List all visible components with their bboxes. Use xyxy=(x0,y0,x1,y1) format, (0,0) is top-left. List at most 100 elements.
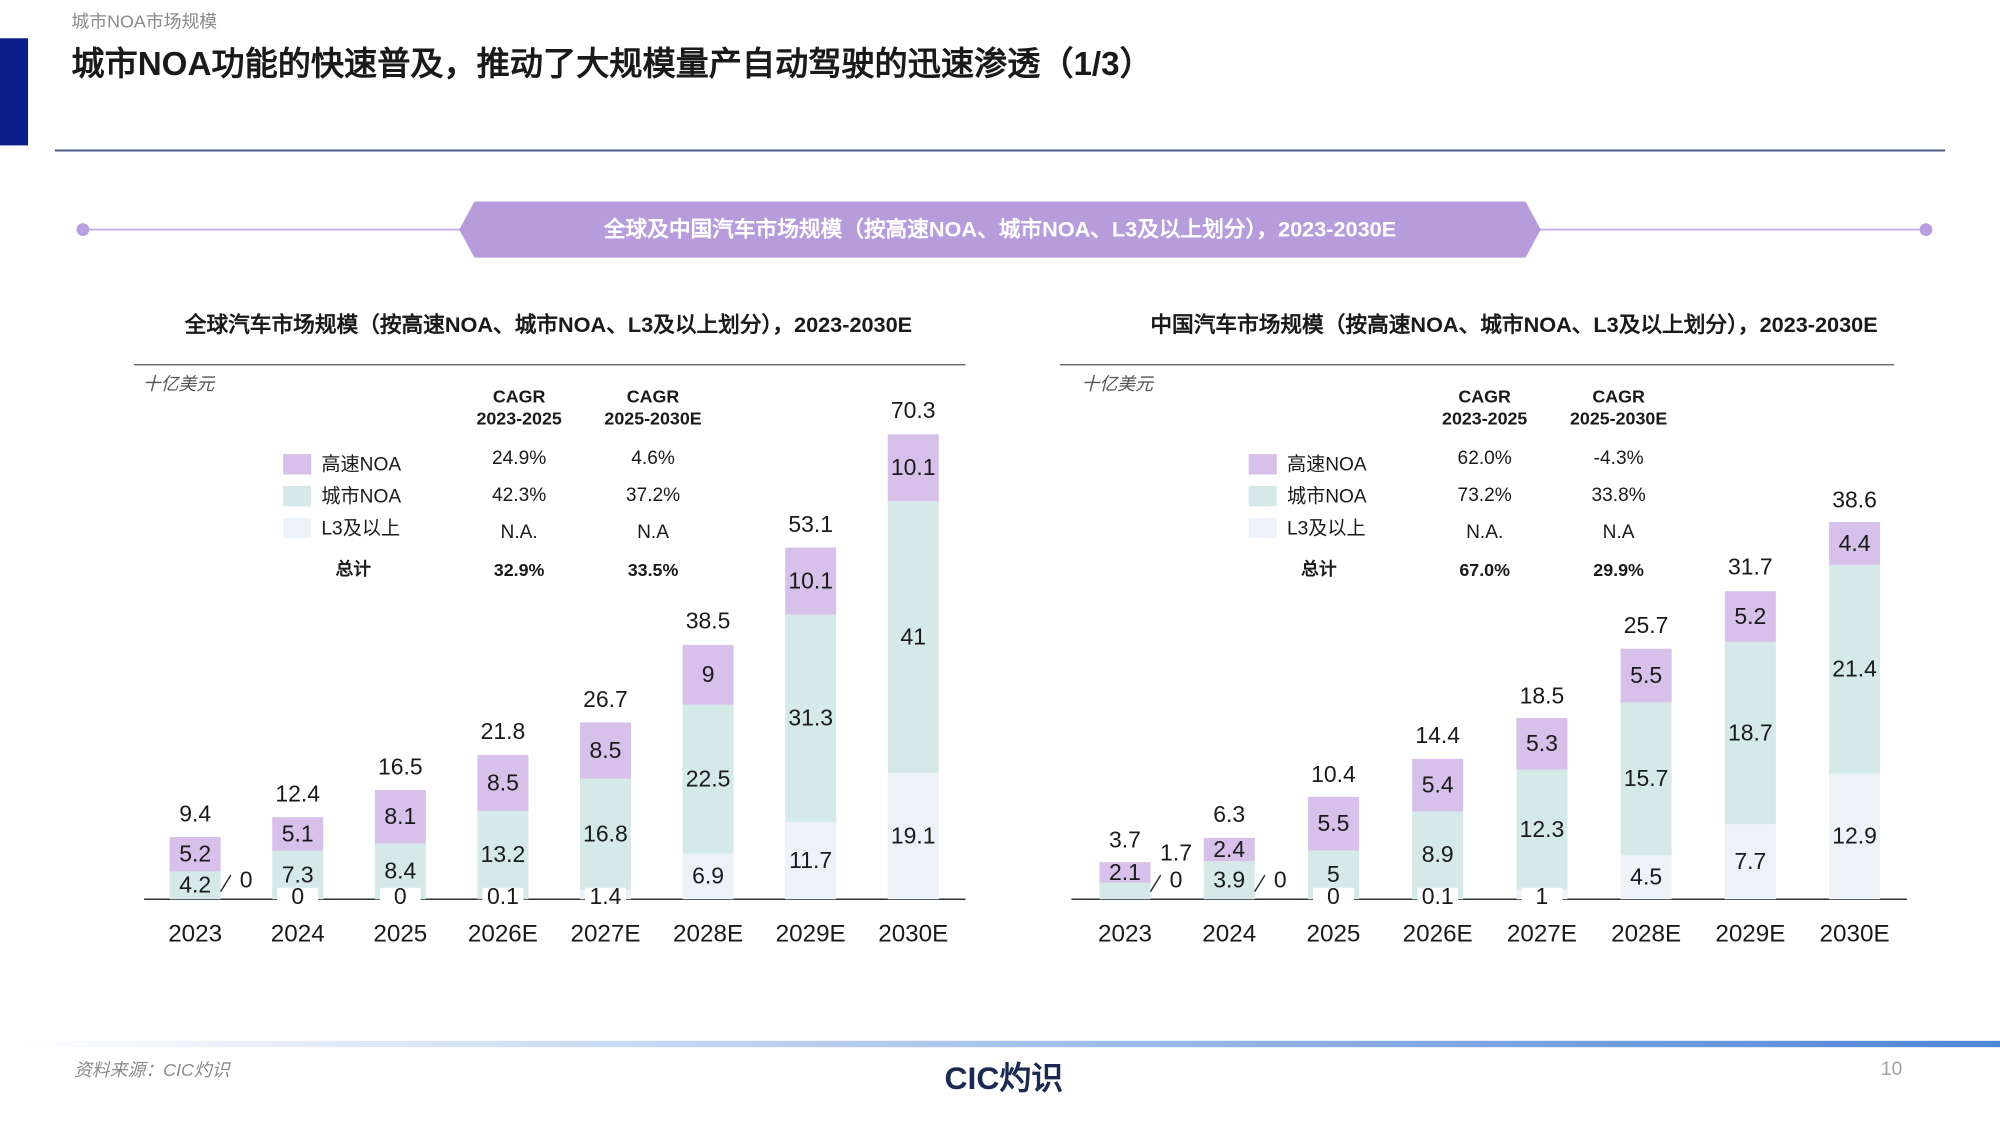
cagr-value: -4.3% xyxy=(1594,448,1644,469)
x-tick-label: 2024 xyxy=(1202,920,1256,947)
x-tick-label: 2028E xyxy=(1611,920,1681,947)
bar-segment xyxy=(887,434,939,502)
cagr-header: CAGR xyxy=(493,387,546,407)
x-tick-label: 2026E xyxy=(468,920,538,947)
cagr-header: CAGR xyxy=(1592,387,1645,407)
cagr-total: 32.9% xyxy=(494,560,545,580)
total-label: 9.4 xyxy=(179,800,211,826)
data-label: 10.1 xyxy=(788,567,833,593)
x-tick-label: 2030E xyxy=(878,920,948,947)
total-label: 38.6 xyxy=(1832,486,1877,512)
bar-segment xyxy=(1724,824,1776,900)
bar-segment xyxy=(682,853,734,900)
bar-segment xyxy=(1203,861,1255,900)
data-label: 0 xyxy=(1170,866,1183,892)
x-tick-label: 2024 xyxy=(271,920,325,947)
bar-segment xyxy=(374,789,426,844)
data-label: 8.5 xyxy=(487,769,519,795)
bar-segment xyxy=(1516,717,1568,770)
bar-segment xyxy=(1620,648,1672,703)
data-label: 4.4 xyxy=(1839,530,1871,556)
cagr-value: 37.2% xyxy=(626,485,680,506)
total-label: 21.8 xyxy=(481,718,526,744)
data-label: 3.9 xyxy=(1213,867,1245,893)
cagr-value: 73.2% xyxy=(1458,485,1512,506)
data-label: 16.8 xyxy=(583,821,628,847)
data-label: 31.3 xyxy=(788,704,833,730)
cagr-total: 33.5% xyxy=(628,560,679,580)
x-tick-label: 2028E xyxy=(673,920,743,947)
bar-segment xyxy=(785,614,837,822)
bar-segment xyxy=(682,704,734,854)
total-label: 38.5 xyxy=(686,608,731,634)
cagr-value: N.A xyxy=(637,522,669,543)
accent-bar xyxy=(0,38,29,146)
bar-segment xyxy=(1307,796,1359,851)
total-label: 25.7 xyxy=(1624,612,1669,638)
cagr-header: CAGR xyxy=(627,387,680,407)
footer-band xyxy=(0,1040,2000,1048)
total-label: 18.5 xyxy=(1520,682,1565,708)
total-label: 70.3 xyxy=(891,397,936,423)
label-backdrop xyxy=(585,887,626,910)
data-label: 15.7 xyxy=(1624,765,1669,791)
bar-segment xyxy=(579,778,632,890)
bar-segment xyxy=(477,754,529,812)
legend-label: L3及以上 xyxy=(1287,517,1366,539)
page-number: 10 xyxy=(1881,1059,1902,1080)
cagr-value: 4.6% xyxy=(631,448,675,469)
legend-label: 城市NOA xyxy=(1287,485,1367,507)
bar-segment xyxy=(1412,811,1464,899)
legend-label: 高速NOA xyxy=(321,454,401,476)
data-label: 41 xyxy=(901,623,927,649)
data-label: 1.4 xyxy=(590,883,622,909)
legend-swatch xyxy=(283,485,312,507)
banner xyxy=(459,201,1541,258)
total-label: 16.5 xyxy=(378,753,423,779)
legend-swatch xyxy=(283,517,312,539)
data-label: 6.9 xyxy=(692,863,724,889)
data-label: 12.9 xyxy=(1832,823,1877,849)
banner-dot xyxy=(1919,223,1933,236)
cagr-header: 2025-2030E xyxy=(1570,408,1667,428)
data-label: 0 xyxy=(291,883,304,909)
x-tick-label: 2030E xyxy=(1820,920,1890,947)
data-label: 22.5 xyxy=(686,765,731,791)
data-label: 10.1 xyxy=(891,454,936,480)
banner-dot xyxy=(76,223,90,236)
bar-segment xyxy=(1203,837,1255,862)
data-label: 5 xyxy=(1327,861,1340,887)
data-label: 5.1 xyxy=(282,820,314,846)
data-label: 0.1 xyxy=(487,883,519,909)
x-tick-label: 2026E xyxy=(1403,920,1473,947)
data-label: 5.2 xyxy=(1734,603,1766,629)
cagr-value: N.A xyxy=(1603,522,1635,543)
cagr-header: CAGR xyxy=(1458,387,1511,407)
slide-title: 城市NOA功能的快速普及，推动了大规模量产自动驾驶的迅速渗透（1/3） xyxy=(71,45,1152,83)
logo: CIC灼识 xyxy=(944,1060,1063,1096)
data-label: 0.1 xyxy=(1422,883,1454,909)
data-label: 2.1 xyxy=(1109,859,1141,885)
bar-segment xyxy=(477,811,529,899)
data-label: 0 xyxy=(1327,883,1340,909)
data-label: 7.3 xyxy=(282,861,314,887)
label-backdrop xyxy=(1521,887,1563,910)
data-label: 1 xyxy=(1536,883,1549,909)
cagr-value: N.A. xyxy=(1466,522,1503,543)
x-tick-label: 2023 xyxy=(1098,920,1152,947)
data-label: 7.7 xyxy=(1734,848,1766,874)
data-label: 5.3 xyxy=(1526,730,1558,756)
bar-segment xyxy=(579,722,632,779)
cagr-total: 29.9% xyxy=(1593,560,1644,580)
bar-segment xyxy=(1724,641,1776,825)
leader-line xyxy=(1254,874,1266,892)
x-tick-label: 2023 xyxy=(168,920,222,947)
total-label: 12.4 xyxy=(275,780,320,806)
data-label: 5.5 xyxy=(1318,810,1350,836)
bar-segment xyxy=(1412,758,1464,812)
data-label: 8.4 xyxy=(384,858,416,884)
cagr-total-label: 总计 xyxy=(1301,558,1337,579)
